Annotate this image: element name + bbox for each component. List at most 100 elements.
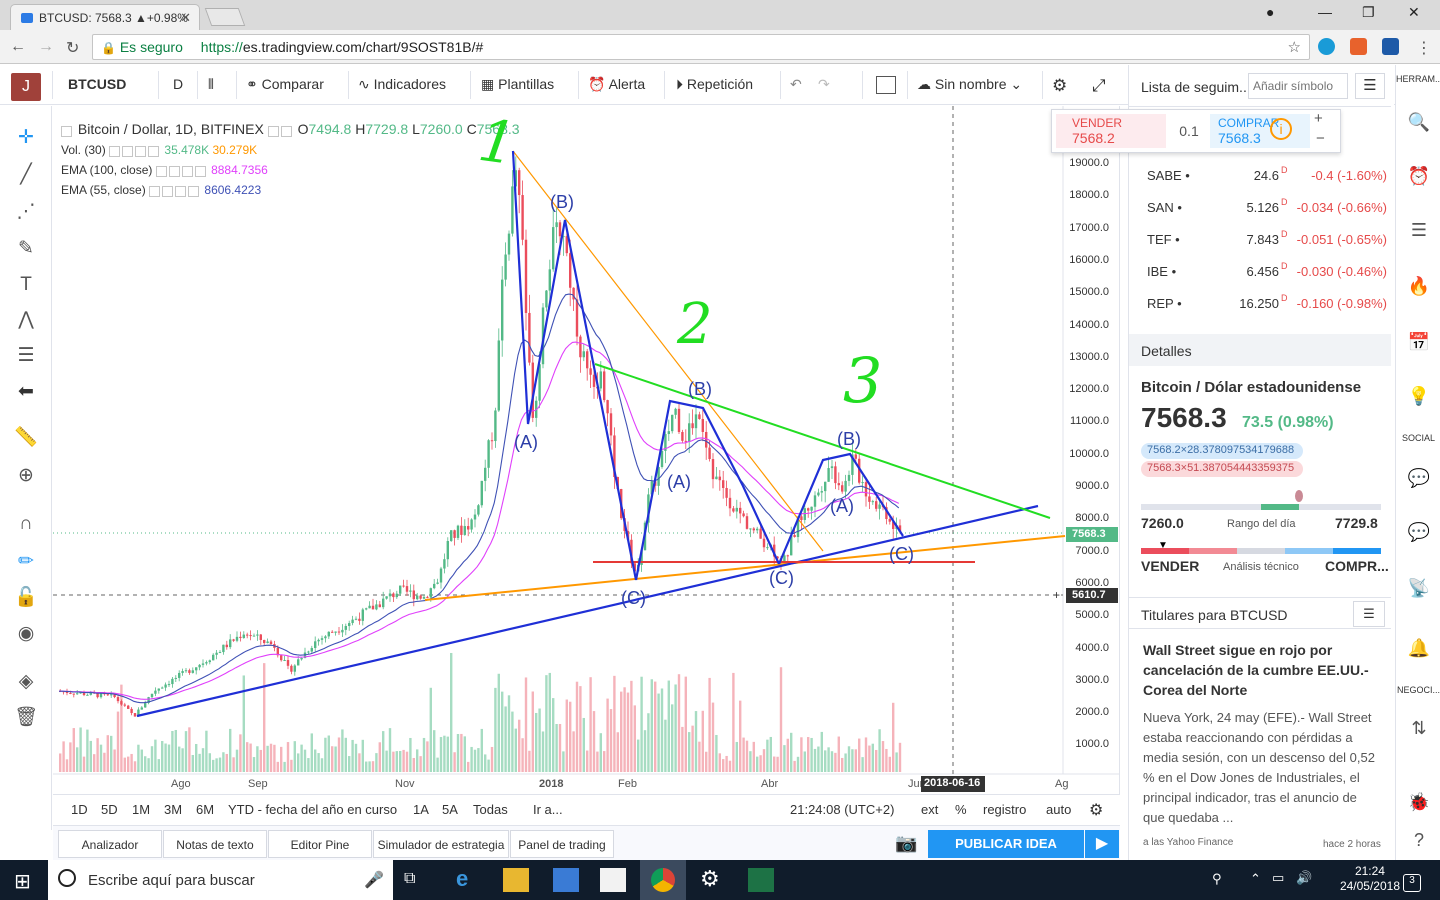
- chart-pane[interactable]: Bitcoin / Dollar, 1D, BITFINEX O7494.8 H…: [53, 106, 1120, 794]
- profile-icon[interactable]: ●: [1266, 4, 1275, 20]
- taskbar-search-input[interactable]: Escribe aquí para buscar 🎤: [48, 860, 393, 900]
- crosshair-icon[interactable]: ✛: [18, 127, 34, 148]
- blue-support-line[interactable]: [136, 504, 1039, 718]
- tab-trading-panel[interactable]: Panel de trading: [510, 830, 614, 858]
- expand-icon[interactable]: ⤢: [1092, 76, 1106, 95]
- undo-icon[interactable]: ↶: [790, 76, 802, 92]
- sell-button[interactable]: VENDER 7568.2: [1056, 114, 1166, 148]
- chart-type-icon[interactable]: ⫴: [208, 76, 214, 92]
- watchlist-title[interactable]: Lista de seguim...: [1141, 79, 1251, 95]
- compare-button[interactable]: ⚭ Comparar: [246, 76, 324, 93]
- browser-menu-icon[interactable]: ⋮: [1416, 40, 1432, 57]
- eye-icon[interactable]: ◉: [17, 623, 35, 644]
- news-headline[interactable]: Wall Street sigue en rojo por cancelació…: [1143, 642, 1369, 698]
- tf-5d[interactable]: 5D: [101, 802, 118, 817]
- forward-icon[interactable]: →: [38, 38, 54, 55]
- watchlist-row[interactable]: SAN • 5.126 D -0.034 (-0.66%): [1137, 192, 1387, 224]
- layers-icon[interactable]: ◈: [18, 671, 34, 692]
- alarm-clock-icon[interactable]: ⏰: [1407, 166, 1431, 186]
- extension-icon-2[interactable]: [1350, 38, 1367, 55]
- help-icon[interactable]: ?: [1413, 830, 1424, 850]
- watchlist-row[interactable]: REP • 16.250 D -0.160 (-0.98%): [1137, 288, 1387, 320]
- url-input[interactable]: 🔒 Es seguro https://es.tradingview.com/c…: [92, 34, 1310, 60]
- tab-pine-editor[interactable]: Editor Pine: [268, 830, 372, 858]
- settings-gear-icon[interactable]: ⚙: [1052, 76, 1068, 95]
- auto-toggle[interactable]: auto: [1046, 802, 1072, 817]
- watchlist-menu-icon[interactable]: ☰: [1355, 73, 1385, 99]
- volume-icon[interactable]: 🔊: [1296, 870, 1313, 885]
- task-view-icon[interactable]: ⧉: [404, 870, 416, 887]
- tab-analyzer[interactable]: Analizador: [58, 830, 162, 858]
- publish-video-icon[interactable]: ▶: [1085, 830, 1119, 858]
- edge-browser-icon[interactable]: e: [456, 866, 469, 891]
- lock-icon[interactable]: 🔓: [14, 587, 38, 608]
- info-icon[interactable]: i: [1270, 118, 1292, 140]
- bug-report-icon[interactable]: 🐞: [1407, 792, 1431, 812]
- network-icon[interactable]: ▭: [1272, 870, 1285, 885]
- abc-wave-1[interactable]: [511, 150, 638, 581]
- back-icon[interactable]: ←: [10, 38, 26, 55]
- user-avatar[interactable]: J: [11, 73, 41, 101]
- bookmark-star-icon[interactable]: ☆: [1287, 39, 1301, 56]
- extension-icon-3[interactable]: [1382, 38, 1399, 55]
- tf-1m[interactable]: 1M: [132, 802, 151, 817]
- abc-wave-3[interactable]: [777, 452, 904, 565]
- interval-selector[interactable]: D: [173, 76, 184, 92]
- system-clock[interactable]: 21:24 24/05/2018: [1340, 864, 1400, 894]
- ext-toggle[interactable]: ext: [921, 802, 939, 817]
- excel-icon[interactable]: [748, 868, 774, 892]
- volume-buttons[interactable]: [109, 144, 161, 158]
- back-arrow-icon[interactable]: ⬅: [18, 381, 34, 402]
- news-menu-icon[interactable]: ☰: [1353, 601, 1385, 627]
- layout-save-button[interactable]: ☁ Sin nombre ⌄: [917, 76, 1022, 93]
- tab-text-notes[interactable]: Notas de texto: [163, 830, 267, 858]
- redo-icon[interactable]: ↷: [818, 76, 830, 92]
- chrome-taskbar-button[interactable]: [640, 860, 686, 900]
- templates-button[interactable]: ▦ Plantillas: [481, 76, 554, 93]
- goto-date[interactable]: Ir a...: [533, 802, 563, 817]
- order-qty[interactable]: 0.1: [1179, 123, 1199, 139]
- tf-ytd[interactable]: YTD - fecha del año en curso: [228, 802, 398, 817]
- extension-icon-1[interactable]: [1318, 38, 1335, 55]
- chats-icon[interactable]: 💬: [1407, 468, 1431, 488]
- technical-analysis-label[interactable]: Análisis técnico: [1223, 561, 1299, 573]
- tray-chevron-up-icon[interactable]: ⌃: [1250, 871, 1261, 886]
- green-resistance-line[interactable]: [594, 363, 1051, 519]
- trash-icon[interactable]: 🗑: [13, 707, 39, 728]
- camera-icon[interactable]: 📷: [895, 833, 918, 853]
- prediction-tool-icon[interactable]: ☰: [17, 345, 35, 366]
- browser-tab[interactable]: BTCUSD: 7568.3 ▲+0.98% ✕: [10, 4, 200, 30]
- symbol-search[interactable]: BTCUSD: [68, 76, 127, 92]
- tf-3m[interactable]: 3M: [164, 802, 183, 817]
- replay-button[interactable]: ⏵ Repetición: [676, 76, 753, 93]
- new-tab-button[interactable]: [204, 8, 246, 26]
- mail-icon[interactable]: [600, 868, 626, 892]
- tf-1a[interactable]: 1A: [413, 802, 429, 817]
- ideas-lightbulb-icon[interactable]: 💡: [1407, 386, 1431, 406]
- settings-icon[interactable]: ⚙: [700, 866, 720, 891]
- brush-icon[interactable]: ✎: [18, 238, 34, 259]
- close-window-icon[interactable]: ✕: [1408, 4, 1420, 20]
- fullscreen-layout-icon[interactable]: [876, 76, 896, 94]
- ema55-buttons[interactable]: [149, 184, 201, 198]
- axis-settings-gear-icon[interactable]: ⚙: [1089, 802, 1104, 819]
- orange-trendline-1[interactable]: [512, 150, 824, 552]
- streams-icon[interactable]: 📡: [1407, 578, 1431, 598]
- maximize-icon[interactable]: ❐: [1362, 4, 1375, 20]
- watchlist-row[interactable]: TEF • 7.843 D -0.051 (-0.65%): [1137, 224, 1387, 256]
- magnet-icon[interactable]: ∩: [19, 513, 33, 534]
- notification-center-badge[interactable]: 3: [1403, 874, 1421, 892]
- buy-button[interactable]: COMPRAR 7568.3: [1210, 114, 1310, 148]
- ruler-icon[interactable]: 📏: [14, 427, 38, 448]
- tab-strategy-tester[interactable]: Simulador de estrategia: [373, 830, 509, 858]
- watchlist-row[interactable]: IBE • 6.456 D -0.030 (-0.46%): [1137, 256, 1387, 288]
- lock-drawing-icon[interactable]: ✏: [18, 551, 34, 572]
- close-tab-icon[interactable]: ✕: [180, 10, 191, 25]
- text-tool-icon[interactable]: T: [20, 274, 32, 295]
- qty-plus-icon[interactable]: +: [1314, 110, 1323, 127]
- details-header[interactable]: Detalles: [1129, 334, 1391, 366]
- publish-idea-button[interactable]: PUBLICAR IDEA: [928, 830, 1084, 858]
- tf-5a[interactable]: 5A: [442, 802, 458, 817]
- reload-icon[interactable]: ↻: [66, 40, 80, 57]
- add-symbol-input[interactable]: [1248, 73, 1348, 99]
